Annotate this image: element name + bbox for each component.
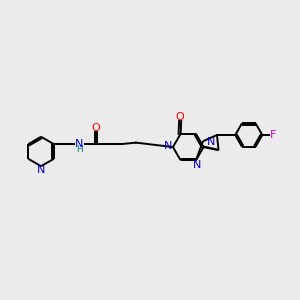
Text: N: N (75, 139, 84, 149)
Text: N: N (37, 165, 45, 175)
Text: O: O (92, 123, 100, 133)
Text: N: N (207, 137, 215, 147)
Text: H: H (76, 145, 83, 154)
Text: F: F (269, 130, 276, 140)
Text: N: N (164, 142, 172, 152)
Text: O: O (176, 112, 184, 122)
Text: N: N (193, 160, 201, 170)
